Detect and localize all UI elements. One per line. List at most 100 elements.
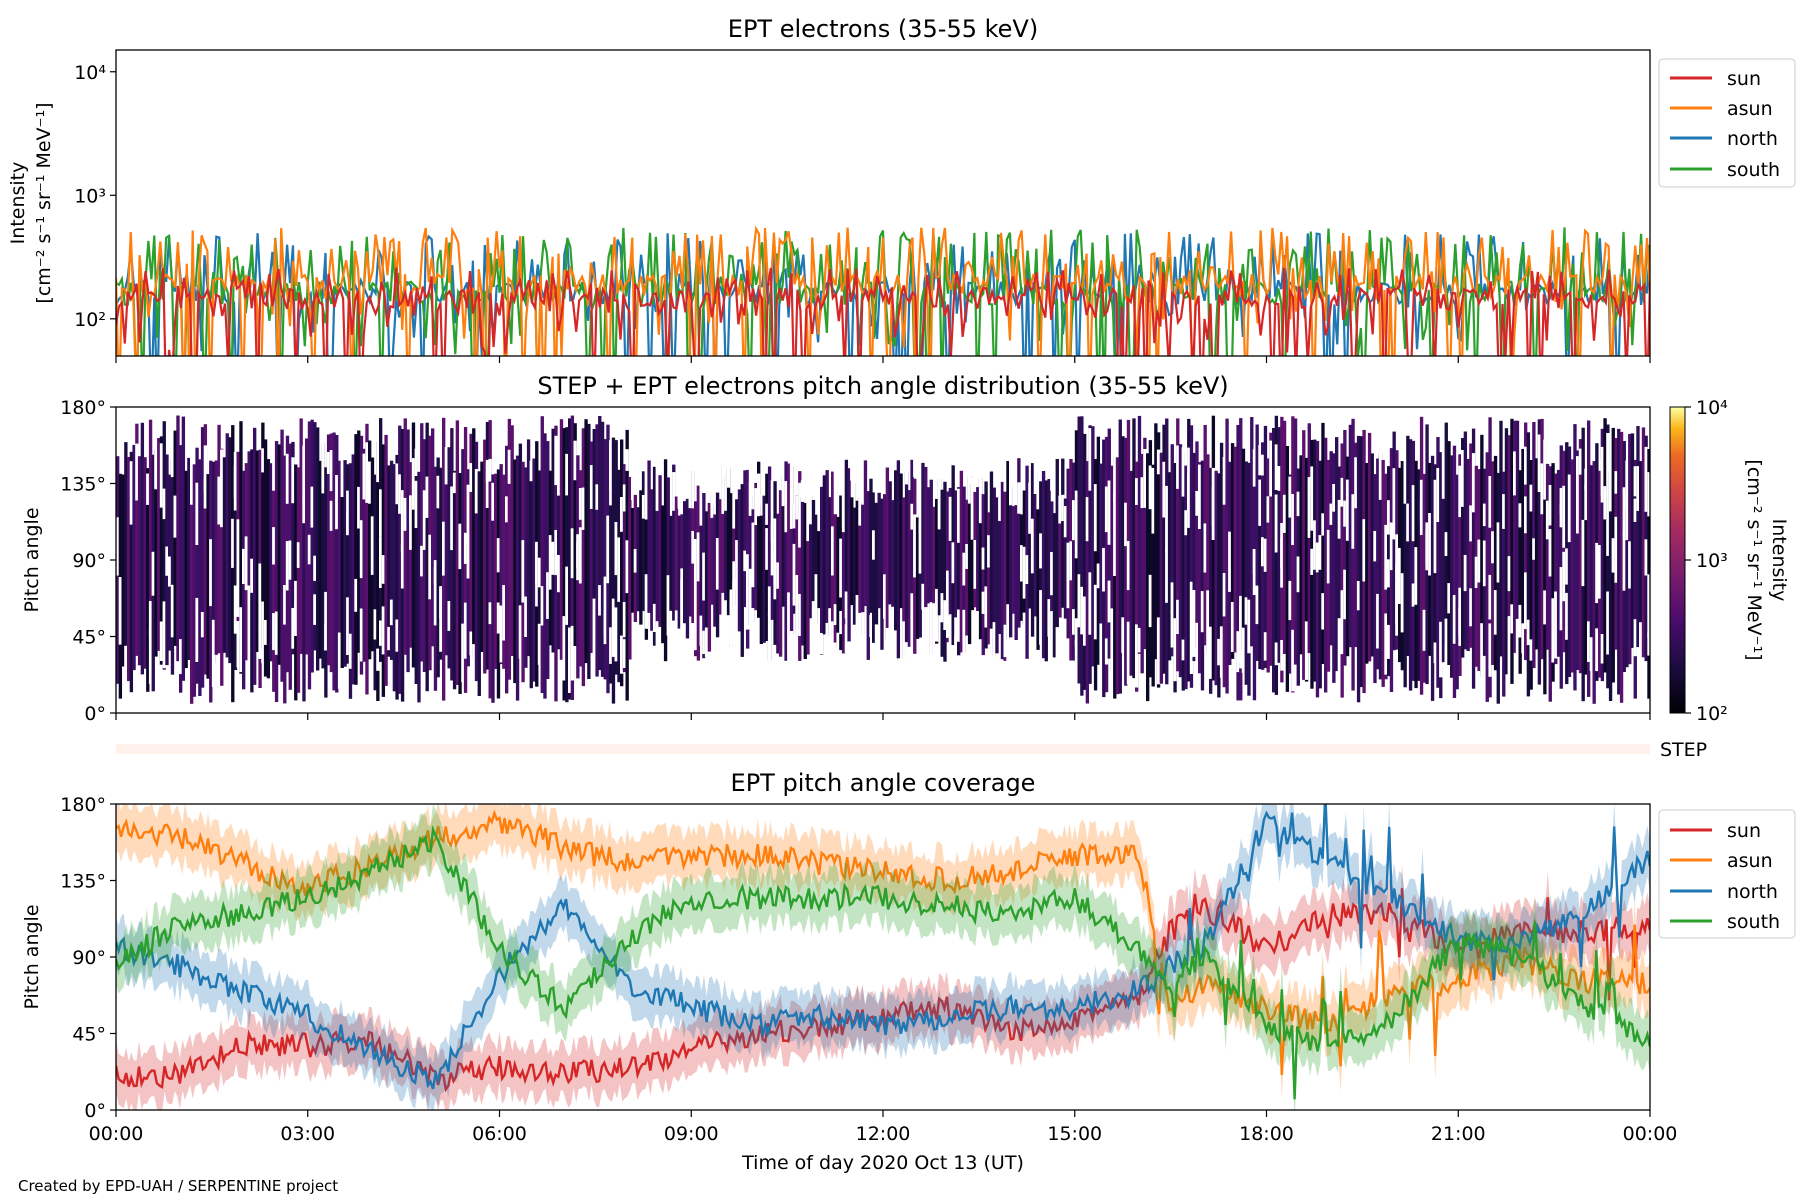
- heatmap-gap: [677, 470, 681, 509]
- heatmap-gap: [370, 516, 375, 575]
- panel3-plot-area: [116, 804, 1650, 1110]
- heatmap-column: [1318, 460, 1322, 689]
- heatmap-gap: [1606, 493, 1610, 556]
- heatmap-column: [924, 466, 928, 609]
- heatmap-gap: [1080, 586, 1084, 635]
- heatmap-column: [340, 470, 344, 668]
- heatmap-gap: [869, 615, 873, 637]
- heatmap-column: [680, 514, 684, 617]
- heatmap-column: [1400, 461, 1405, 671]
- heatmap-column: [1499, 420, 1503, 657]
- heatmap-column: [253, 427, 257, 685]
- heatmap-gap: [398, 474, 402, 514]
- heatmap-gap: [937, 472, 942, 529]
- heatmap-gap: [1269, 440, 1273, 497]
- heatmap-column: [789, 466, 794, 635]
- heatmap-column: [847, 468, 851, 643]
- heatmap-gap: [354, 578, 358, 612]
- heatmap-gap: [535, 541, 539, 584]
- heatmap-gap: [195, 597, 199, 662]
- heatmap-gap: [1518, 503, 1522, 528]
- panel3-ytick-label: 45°: [72, 1024, 106, 1046]
- heatmap-gap: [1513, 451, 1517, 496]
- heatmap-column: [1493, 455, 1498, 671]
- heatmap-column: [1606, 424, 1610, 689]
- heatmap-gap: [195, 482, 199, 545]
- heatmap-gap: [789, 506, 794, 529]
- heatmap-gap: [1033, 459, 1038, 494]
- heatmap-gap: [1280, 640, 1284, 671]
- heatmap-gap: [1515, 618, 1520, 674]
- heatmap-column: [1543, 440, 1547, 695]
- heatmap-column: [874, 500, 879, 637]
- heatmap-column: [1488, 417, 1492, 698]
- heatmap-gap: [1554, 591, 1558, 659]
- heatmap-gap: [1576, 456, 1580, 496]
- heatmap-column: [332, 432, 336, 691]
- heatmap-column: [220, 448, 224, 686]
- heatmap-gap: [1288, 580, 1292, 621]
- heatmap-column: [337, 460, 342, 662]
- heatmap-gap: [1074, 490, 1079, 559]
- coverage-line-sun: [116, 888, 1650, 1093]
- panel2-ytick-label: 90°: [72, 550, 106, 572]
- heatmap-column: [921, 462, 925, 607]
- heatmap-gap: [190, 443, 194, 505]
- heatmap-gap: [1050, 611, 1054, 641]
- heatmap-column: [1324, 437, 1328, 693]
- heatmap-column: [1085, 461, 1090, 704]
- heatmap-column: [184, 470, 188, 669]
- heatmap-column: [757, 461, 761, 618]
- heatmap-gap: [1104, 486, 1109, 533]
- heatmap-gap: [833, 604, 838, 625]
- heatmap-gap: [625, 449, 629, 471]
- heatmap-gap: [148, 601, 153, 636]
- heatmap-gap: [376, 648, 380, 671]
- heatmap-gap: [924, 607, 928, 669]
- panel3-ytick-label: 0°: [84, 1100, 106, 1122]
- heatmap-column: [1225, 418, 1229, 694]
- heatmap-column: [907, 490, 912, 647]
- heatmap-gap: [1058, 495, 1062, 524]
- heatmap-column: [883, 494, 887, 614]
- heatmap-column: [173, 430, 177, 646]
- heatmap-gap: [954, 617, 958, 662]
- heatmap-gap: [644, 452, 649, 498]
- heatmap-column: [1091, 426, 1095, 667]
- heatmap-gap: [296, 542, 301, 568]
- heatmap-gap: [1187, 474, 1191, 528]
- heatmap-gap: [1488, 476, 1492, 528]
- heatmap-column: [943, 481, 947, 662]
- heatmap-column: [1496, 472, 1500, 704]
- heatmap-gap: [469, 631, 473, 656]
- heatmap-column: [784, 461, 788, 661]
- heatmap-column: [1641, 427, 1646, 658]
- heatmap-gap: [1063, 506, 1068, 538]
- heatmap-gap: [620, 635, 624, 674]
- heatmap-gap: [1228, 531, 1232, 592]
- heatmap-column: [929, 479, 933, 654]
- heatmap-column: [502, 474, 506, 669]
- heatmap-gap: [1444, 645, 1448, 670]
- heatmap-gap: [885, 628, 890, 663]
- heatmap-column: [1439, 452, 1443, 699]
- heatmap-gap: [326, 452, 331, 474]
- heatmap-column: [1504, 428, 1509, 675]
- heatmap-gap: [1236, 631, 1240, 673]
- heatmap-column: [540, 416, 544, 694]
- heatmap-gap: [546, 572, 550, 619]
- heatmap-gap: [1165, 549, 1169, 603]
- heatmap-gap: [420, 545, 424, 577]
- heatmap-gap: [992, 622, 996, 666]
- heatmap-column: [1502, 471, 1506, 697]
- heatmap-column: [899, 473, 903, 609]
- panel1-ylabel-units: [cm⁻² s⁻¹ sr⁻¹ MeV⁻¹]: [33, 102, 55, 303]
- heatmap-gap: [699, 465, 703, 492]
- heatmap-gap: [1296, 556, 1300, 593]
- heatmap-column: [836, 516, 840, 649]
- heatmap-column: [1337, 466, 1342, 666]
- heatmap-column: [1184, 465, 1188, 690]
- heatmap-column: [1143, 437, 1147, 650]
- heatmap-gap: [1595, 542, 1599, 604]
- heatmap-column: [650, 489, 654, 631]
